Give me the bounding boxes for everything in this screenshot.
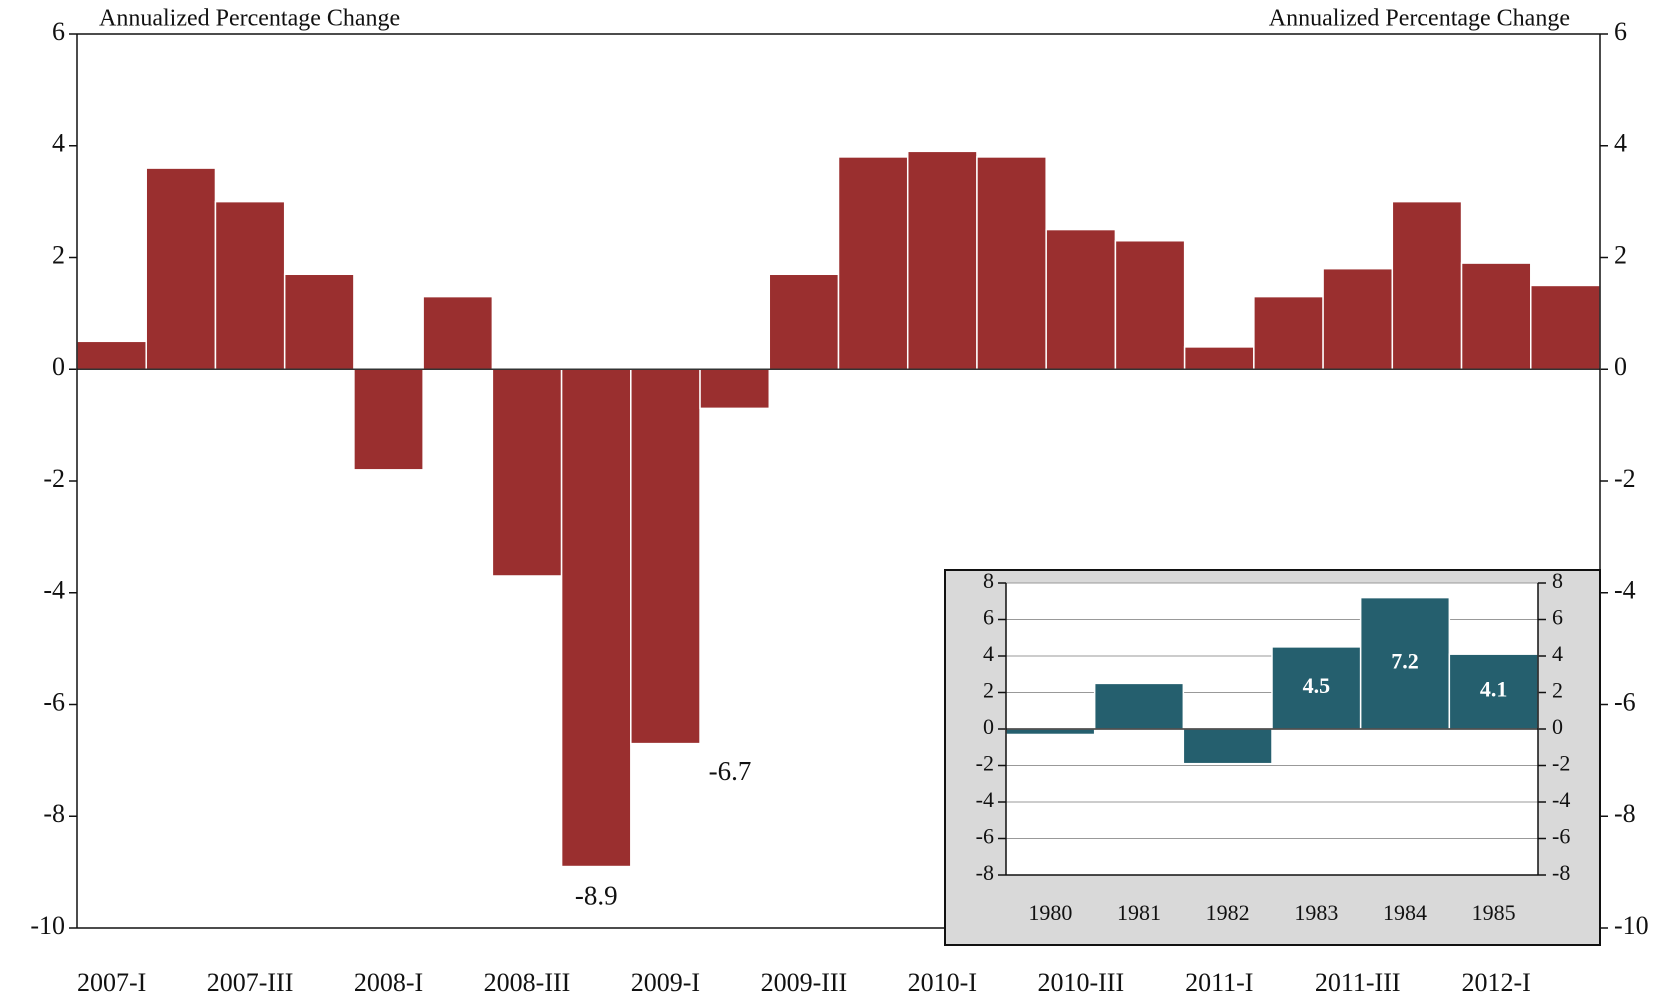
x-tick-label: 2011-III [1315, 968, 1401, 995]
bar [560, 368, 632, 868]
x-tick-label: 2007-III [207, 968, 294, 995]
bar [1114, 239, 1186, 370]
y2-tick-label: -4 [1614, 576, 1636, 605]
bar [699, 368, 771, 410]
value-label: 7.2 [1391, 648, 1419, 673]
y-axis-label: Annualized Percentage Change [99, 6, 400, 32]
bar [1460, 262, 1532, 370]
y2-tick-label: -6 [1614, 687, 1636, 716]
bar [1448, 653, 1539, 730]
y2-tick-label: -10 [1614, 911, 1649, 940]
x-tick-label: 2007-I [77, 968, 146, 995]
bar [837, 156, 909, 370]
bar [1005, 728, 1096, 736]
y-tick-label: -4 [43, 576, 65, 605]
x-tick-label: 1980 [1028, 900, 1072, 925]
y-tick-label: -8 [976, 860, 994, 885]
bar [1093, 682, 1185, 730]
y-tick-label: 0 [52, 352, 65, 381]
y2-tick-label: 6 [1552, 605, 1563, 630]
bar [1391, 200, 1463, 370]
bar [353, 368, 424, 471]
y2-tick-label: 8 [1552, 568, 1563, 593]
bar [283, 273, 355, 371]
x-tick-label: 2009-I [631, 968, 700, 995]
y2-tick-label: -8 [1614, 799, 1636, 828]
bar [1530, 284, 1601, 370]
y-tick-label: 4 [983, 641, 994, 666]
y2-tick-label: 4 [1552, 641, 1563, 666]
bar [1183, 346, 1255, 370]
y-tick-label: 8 [983, 568, 994, 593]
y-tick-label: 6 [52, 17, 65, 46]
y-tick-label: 0 [983, 714, 994, 739]
y-tick-label: 2 [983, 678, 994, 703]
y2-tick-label: 2 [1614, 240, 1627, 269]
y2-tick-label: 0 [1614, 352, 1627, 381]
y2-tick-label: -8 [1552, 860, 1570, 885]
x-tick-label: 2010-I [908, 968, 977, 995]
bar [1322, 267, 1394, 370]
bar [145, 167, 217, 370]
y2-axis-label: Annualized Percentage Change [1269, 6, 1570, 32]
x-tick-label: 2012-I [1461, 968, 1530, 995]
bar [1045, 228, 1117, 370]
y-tick-label: -4 [976, 787, 994, 812]
x-tick-label: 2008-III [484, 968, 571, 995]
value-label: -6.7 [709, 756, 752, 786]
x-tick-label: 2010-III [1037, 968, 1124, 995]
y-tick-label: -8 [43, 799, 65, 828]
x-tick-label: 2009-III [761, 968, 848, 995]
y2-tick-label: -2 [1614, 464, 1636, 493]
y2-tick-label: 0 [1552, 714, 1563, 739]
x-tick-label: 1982 [1206, 900, 1250, 925]
x-tick-label: 2008-I [354, 968, 423, 995]
bar [1182, 728, 1273, 765]
value-label: 4.1 [1480, 677, 1508, 702]
y2-tick-label: 4 [1614, 129, 1627, 158]
y-tick-label: -10 [30, 911, 65, 940]
x-tick-label: 1985 [1472, 900, 1516, 925]
bar [1359, 596, 1451, 730]
value-label: -8.9 [575, 881, 618, 911]
y2-tick-label: -6 [1552, 824, 1570, 849]
y2-tick-label: 2 [1552, 678, 1563, 703]
y-tick-label: 6 [983, 605, 994, 630]
bar [768, 273, 840, 371]
x-tick-label: 1981 [1117, 900, 1161, 925]
inset-chart: -8 -6 -4 -2 0 2 4 6 8 -8 -6 -4 -2 0 2 4 6 8 1980 1981 1982 19… [944, 568, 1601, 946]
y-tick-label: -6 [43, 687, 65, 716]
bar [491, 368, 563, 577]
y-tick-label: 4 [52, 129, 65, 158]
y-tick-label: -2 [976, 751, 994, 776]
y-tick-label: -2 [43, 464, 65, 493]
x-tick-label: 2011-I [1185, 968, 1253, 995]
bar [214, 200, 286, 370]
y-tick-label: -6 [976, 824, 994, 849]
x-tick-label: 1984 [1383, 900, 1427, 925]
y2-tick-label: -4 [1552, 787, 1570, 812]
bar [1253, 295, 1324, 370]
bar [76, 340, 147, 370]
bar [422, 295, 494, 370]
bar [906, 150, 978, 370]
x-tick-label: 1983 [1294, 900, 1338, 925]
bar [630, 368, 701, 745]
value-label: 4.5 [1303, 673, 1331, 698]
y2-tick-label: 6 [1614, 17, 1627, 46]
y2-tick-label: -2 [1552, 751, 1570, 776]
bar [976, 156, 1047, 370]
y-tick-label: 2 [52, 240, 65, 269]
